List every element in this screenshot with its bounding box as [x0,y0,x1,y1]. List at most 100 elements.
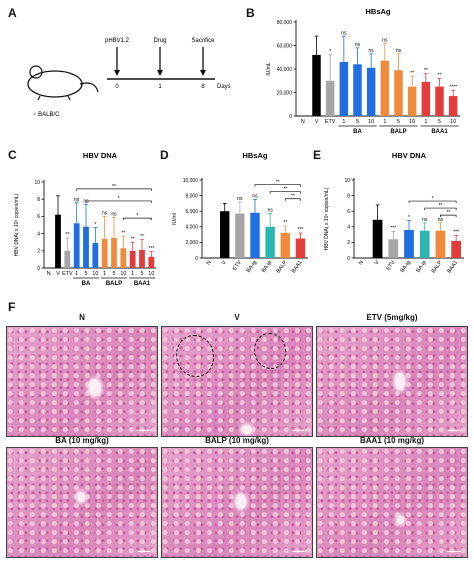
significance-label: * [329,49,331,55]
x-tick-label: BALP [276,259,289,274]
bar [83,226,89,268]
y-tick-label: 6 [347,209,350,215]
significance-label: *** [453,230,459,236]
x-tick-label: 5 [141,271,144,277]
timeline-event-label: Sacrifice [191,38,215,44]
x-tick-label: 10 [450,119,456,125]
significance-label: ** [65,232,69,238]
panel-letter-b: B [246,6,255,20]
y-tick-label: 2,000 [185,240,198,246]
comparison-bracket [122,217,152,221]
histology-title: ETV (5mg/kg) [366,313,418,322]
panel-letter-c: C [8,148,17,162]
bar [380,60,390,116]
significance-label: ns [341,30,347,36]
bracket-label: * [118,196,120,202]
x-tick-label: 1 [131,271,134,277]
comparison-bracket [408,200,457,204]
significance-label: ** [121,230,125,236]
y-tick-label: 4,000 [185,225,198,231]
comparison-bracket [76,188,152,191]
x-tick-label: N [47,271,51,277]
panel-letter-a: A [8,6,17,20]
bar [421,81,431,116]
histology-title: BALP (10 mg/kg) [205,436,269,445]
chart-b: HBsAg IU/mL 0 20,000 40,000 60,000 80,000 N V * ET… [266,7,460,135]
bracket-label: ** [438,203,442,209]
histology-image [6,326,158,437]
bar [339,61,349,116]
chart-title: HBsAg [242,151,267,160]
x-tick-label: 5 [85,271,88,277]
bar [451,240,462,258]
bar [394,70,403,116]
x-tick-label: 1 [103,271,106,277]
x-tick-label: 1 [75,271,78,277]
significance-label: *** [148,246,154,252]
timeline-event-label: pHBV1.2 [105,38,130,44]
significance-label: ** [283,220,287,226]
significance-label: ** [140,234,144,240]
scale-bar [137,551,151,552]
timeline-arrowhead [200,70,206,76]
chart-c: HBV DNA HBV DNA( x 10⁸ copies/mL) 0 2 4 6 8 10 N… [14,151,156,287]
central-vein [397,516,404,524]
bracket-label: ** [291,194,295,200]
y-tick-label: 4 [37,231,40,237]
x-tick-label: 1 [383,119,386,125]
y-tick-label: 10,000 [183,178,199,184]
y-tick-label: 10 [344,178,350,184]
scale-bar [447,430,461,431]
x-tick-label: V [374,259,381,266]
y-tick-label: 0 [289,114,292,120]
significance-label: ns [438,217,444,223]
x-tick-label: 10 [409,119,415,125]
x-tick-label: 10 [368,119,374,125]
x-tick-label: BA-ig [400,260,412,274]
bracket-label: ** [283,187,287,193]
bar [280,233,290,258]
significance-label: *** [298,227,304,233]
bar [220,211,230,258]
y-axis-label: IU/ml [172,213,178,225]
x-tick-label: BALP [431,259,444,274]
bracket-label: ** [276,180,280,186]
comparison-bracket [424,207,457,211]
central-vein [395,373,405,390]
x-tick-label: 5 [397,119,400,125]
group-label: BALP [390,129,406,135]
x-tick-label: N [206,260,213,267]
significance-label: ** [410,70,414,76]
bar [353,64,362,116]
mouse-strain-label: ♂ BALB/C [32,112,60,118]
timeline-arrowhead [157,70,163,76]
x-tick-label: V [221,259,228,266]
x-tick-label: ETV [232,259,243,271]
group-label: BAA1 [431,129,448,135]
bar [448,96,458,116]
bar [265,226,275,258]
bracket-label: * [432,196,434,202]
y-tick-label: 20,000 [277,90,293,96]
significance-label: * [94,222,96,228]
y-axis-label: HBV DNA( x 10⁹ copies/mL) [324,187,330,250]
central-vein [236,494,246,509]
group-label: BALP [106,281,122,287]
comparison-bracket [440,214,457,218]
x-tick-label: 5 [113,271,116,277]
y-tick-label: 8,000 [185,193,198,199]
bar [64,250,71,268]
y-tick-label: 8 [37,197,40,203]
bracket-label: * [136,213,138,219]
x-tick-label: BA-ip [261,260,273,274]
bar [73,223,80,268]
y-tick-label: 80,000 [277,20,293,26]
x-tick-label: 1 [424,119,427,125]
y-tick-label: 2 [347,240,350,246]
histology-title: BA (10 mg/kg) [55,436,109,445]
scale-bar [292,551,306,552]
panel-a-timeline: ♂ BALB/C pHBV1.2 0 Drug 1 Sacrifice 8 Days [27,38,231,118]
y-tick-label: 0 [37,266,40,272]
histology-image [316,447,468,558]
significance-label: ns [422,217,428,223]
